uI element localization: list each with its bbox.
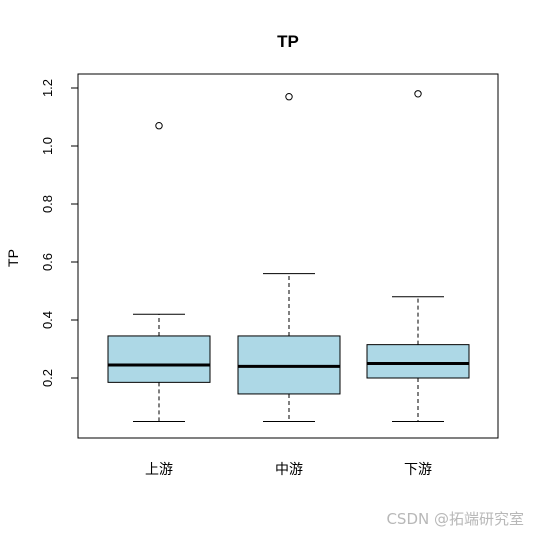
y-tick-label: 0.8 xyxy=(40,195,55,213)
x-tick-label: 中游 xyxy=(275,462,303,478)
x-tick-label: 上游 xyxy=(145,462,173,478)
y-axis-ticks: 0.2 0.4 0.6 0.8 1.0 1.2 xyxy=(40,79,78,387)
y-tick-label: 0.2 xyxy=(40,369,55,387)
boxes-group xyxy=(107,90,470,422)
iqr-box xyxy=(107,335,211,383)
y-tick-label: 1.0 xyxy=(40,137,55,155)
watermark-text: CSDN @拓端研究室 xyxy=(386,510,524,528)
box-1 xyxy=(107,122,211,422)
y-tick-label: 0.4 xyxy=(40,311,55,329)
x-axis-labels: 上游 中游 下游 xyxy=(145,462,432,478)
chart-title: TP xyxy=(277,32,299,51)
outlier-point xyxy=(155,122,163,130)
iqr-box xyxy=(366,344,470,379)
outlier-point xyxy=(285,93,293,101)
y-tick-label: 1.2 xyxy=(40,79,55,97)
box-2 xyxy=(237,93,341,422)
x-tick-label: 下游 xyxy=(404,462,432,478)
y-tick-label: 0.6 xyxy=(40,253,55,271)
y-axis-label: TP xyxy=(5,249,21,267)
box-3 xyxy=(366,90,470,422)
outlier-point xyxy=(414,90,422,98)
